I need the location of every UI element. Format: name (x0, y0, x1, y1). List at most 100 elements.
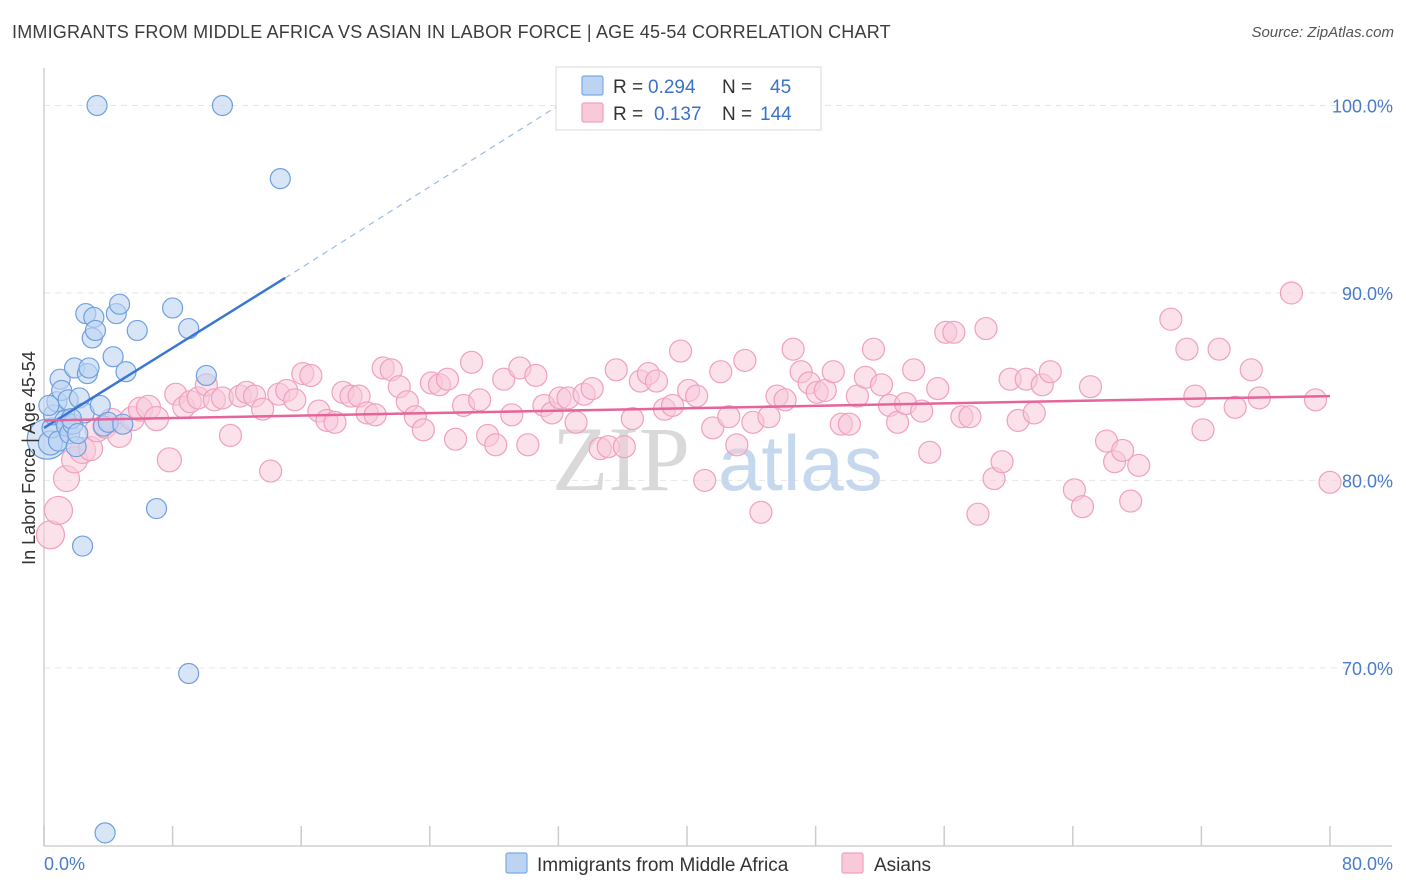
y-tick-labels: 70.0% 80.0% 90.0% 100.0% (1332, 96, 1393, 678)
data-point (910, 399, 934, 423)
data-point (861, 337, 886, 361)
data-point (757, 405, 781, 429)
trend-lines (43, 104, 1331, 430)
legend-n-value-1: 45 (770, 77, 791, 98)
data-point (126, 319, 148, 342)
data-point (84, 319, 107, 342)
data-point (1038, 360, 1062, 384)
data-point (492, 367, 516, 391)
watermark-atlas: atlas (718, 419, 883, 507)
data-point (1022, 401, 1046, 425)
x-tick-label-max: 80.0% (1342, 854, 1393, 874)
data-point (112, 413, 134, 435)
data-point (67, 422, 89, 445)
data-point (958, 405, 982, 429)
data-point (966, 502, 990, 526)
legend: R = 0.294 N = 45 R = 0.137 N = 144 (555, 66, 822, 131)
data-point (717, 405, 741, 429)
data-point (604, 358, 628, 382)
data-point (299, 363, 323, 388)
data-point (1070, 495, 1095, 519)
data-point (524, 363, 548, 388)
data-point (1159, 307, 1183, 331)
data-point (1127, 453, 1151, 478)
data-point (71, 535, 94, 557)
trend-line-middle-africa-extension (284, 104, 559, 279)
data-point (218, 423, 243, 448)
data-point (693, 468, 717, 493)
data-point (644, 369, 669, 393)
data-point (468, 388, 492, 412)
data-point (1318, 470, 1342, 494)
data-point (1078, 375, 1103, 399)
data-point (145, 497, 168, 520)
y-axis-label: In Labor Force | Age 45-54 (19, 351, 39, 565)
data-point (500, 403, 524, 427)
data-point (162, 297, 184, 319)
data-point (620, 406, 644, 431)
data-point (156, 447, 182, 473)
data-point (701, 416, 725, 440)
bottom-legend-swatch-asians (841, 852, 864, 874)
legend-r-label-2: R = (613, 104, 643, 125)
data-point (178, 662, 200, 685)
bottom-legend-swatch-middle-africa (505, 852, 528, 874)
data-point (211, 94, 234, 117)
y-tick-label: 80.0% (1342, 471, 1393, 491)
data-point (990, 450, 1014, 474)
data-point (1191, 418, 1215, 442)
data-point (709, 360, 733, 384)
chart-source: Source: ZipAtlas.com (1251, 24, 1394, 41)
data-point (78, 357, 100, 379)
data-point (660, 393, 685, 418)
data-point (94, 822, 116, 844)
bottom-legend-label-asians: Asians (874, 855, 931, 876)
legend-n-label-1: N = (722, 77, 752, 98)
data-point (251, 397, 275, 421)
data-point (1279, 281, 1304, 305)
data-point (108, 293, 131, 315)
data-point (443, 427, 468, 451)
data-point (411, 418, 435, 442)
data-point (516, 433, 540, 457)
data-point (685, 384, 709, 408)
data-point (323, 410, 347, 434)
data-point (918, 440, 942, 464)
data-point (1223, 395, 1247, 419)
data-point (1239, 358, 1263, 382)
data-point (435, 367, 460, 391)
data-point (725, 433, 749, 457)
data-point (781, 337, 805, 361)
bottom-legend-label-middle-africa: Immigrants from Middle Africa (537, 855, 789, 876)
y-tick-label: 90.0% (1342, 284, 1393, 304)
data-point (1207, 337, 1231, 361)
data-point (668, 339, 693, 363)
data-point (38, 394, 60, 417)
legend-swatch-asians (581, 102, 604, 123)
data-point (902, 358, 926, 382)
data-point (1303, 388, 1328, 412)
trend-line-asians (43, 394, 1331, 422)
legend-n-value-2: 144 (760, 104, 792, 125)
data-point (580, 376, 604, 401)
data-point (869, 373, 894, 397)
y-tick-label: 100.0% (1332, 96, 1393, 116)
data-point (1119, 489, 1143, 513)
data-point (178, 317, 200, 340)
data-point (102, 346, 124, 368)
data-point (926, 376, 950, 401)
trend-line-middle-africa (43, 276, 286, 430)
data-point (821, 360, 845, 384)
watermark: ZIP atlas (552, 408, 883, 510)
legend-r-value-2: 0.137 (654, 104, 702, 125)
legend-n-label-2: N = (722, 104, 752, 125)
legend-r-label-1: R = (613, 77, 643, 98)
data-point (1183, 384, 1207, 408)
data-point (612, 435, 636, 459)
x-tick-label-min: 0.0% (44, 854, 85, 874)
data-point (35, 520, 66, 550)
x-ticks (43, 826, 1331, 846)
data-point (1111, 438, 1135, 463)
data-point (974, 316, 998, 341)
legend-swatch-middle-africa (581, 75, 604, 96)
